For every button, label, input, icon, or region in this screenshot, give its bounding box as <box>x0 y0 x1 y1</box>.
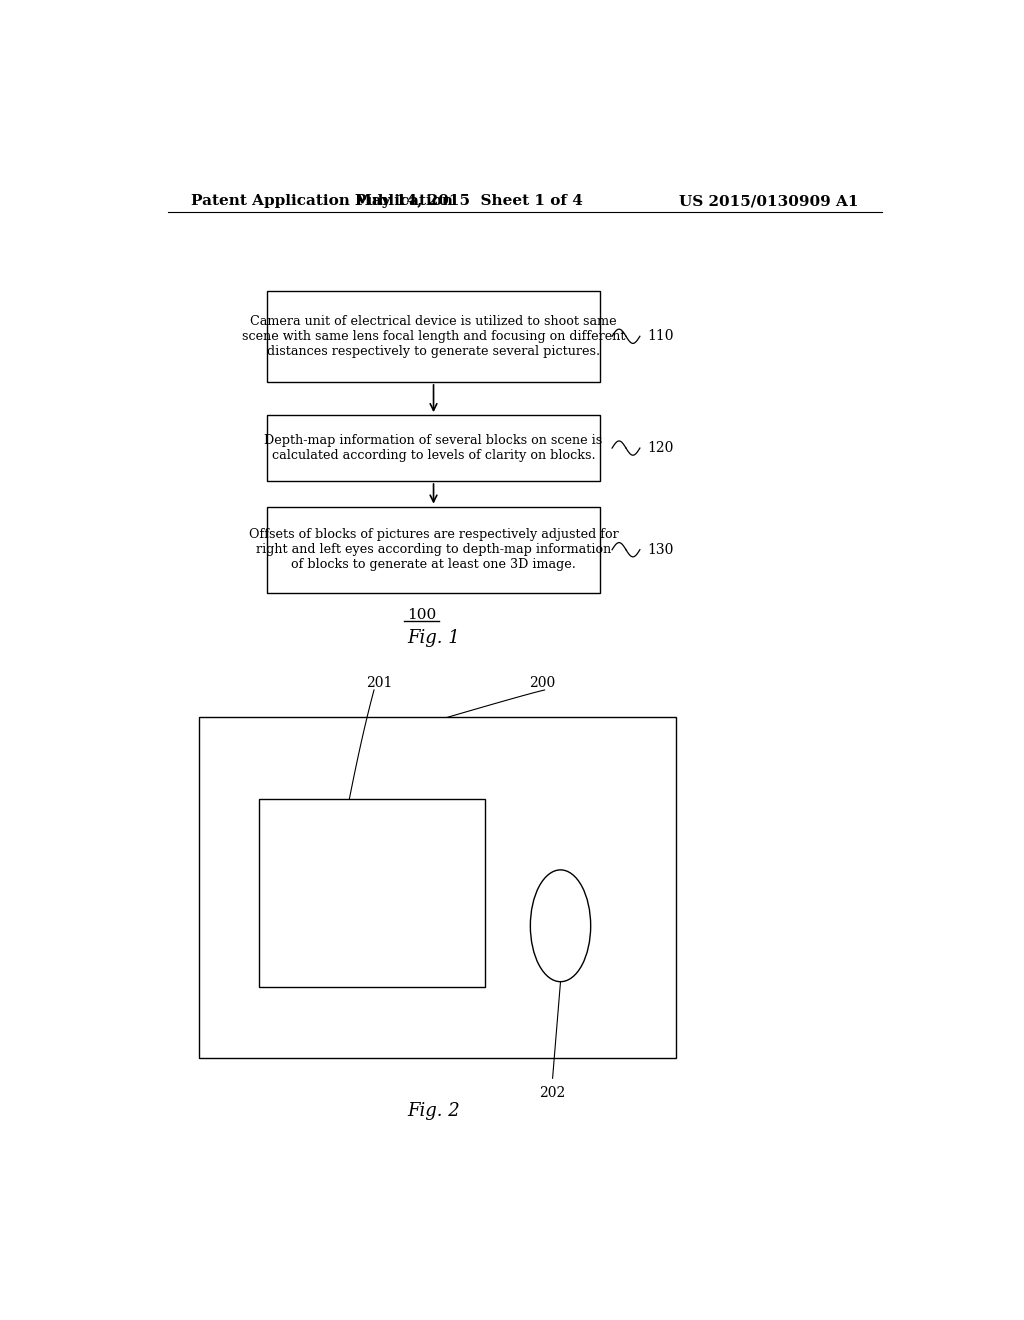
Text: Depth-map information of several blocks on scene is
calculated according to leve: Depth-map information of several blocks … <box>264 434 603 462</box>
Text: Camera unit of electrical device is utilized to shoot same
scene with same lens : Camera unit of electrical device is util… <box>242 314 626 358</box>
Text: 120: 120 <box>648 441 674 455</box>
Text: 201: 201 <box>367 676 392 690</box>
Text: US 2015/0130909 A1: US 2015/0130909 A1 <box>679 194 858 209</box>
Text: 110: 110 <box>648 329 675 343</box>
Text: 130: 130 <box>648 543 674 557</box>
Text: Patent Application Publication: Patent Application Publication <box>191 194 454 209</box>
Text: Offsets of blocks of pictures are respectively adjusted for
right and left eyes : Offsets of blocks of pictures are respec… <box>249 528 618 572</box>
Text: Fig. 2: Fig. 2 <box>408 1102 460 1119</box>
Text: 202: 202 <box>540 1086 565 1101</box>
Ellipse shape <box>530 870 591 982</box>
Bar <box>267 414 600 480</box>
Bar <box>200 718 676 1057</box>
Bar <box>259 799 485 987</box>
Text: 100: 100 <box>407 607 436 622</box>
Text: May 14, 2015  Sheet 1 of 4: May 14, 2015 Sheet 1 of 4 <box>355 194 584 209</box>
Bar <box>267 507 600 593</box>
Bar <box>267 290 600 381</box>
Text: 200: 200 <box>528 676 555 690</box>
Text: Fig. 1: Fig. 1 <box>408 630 460 647</box>
